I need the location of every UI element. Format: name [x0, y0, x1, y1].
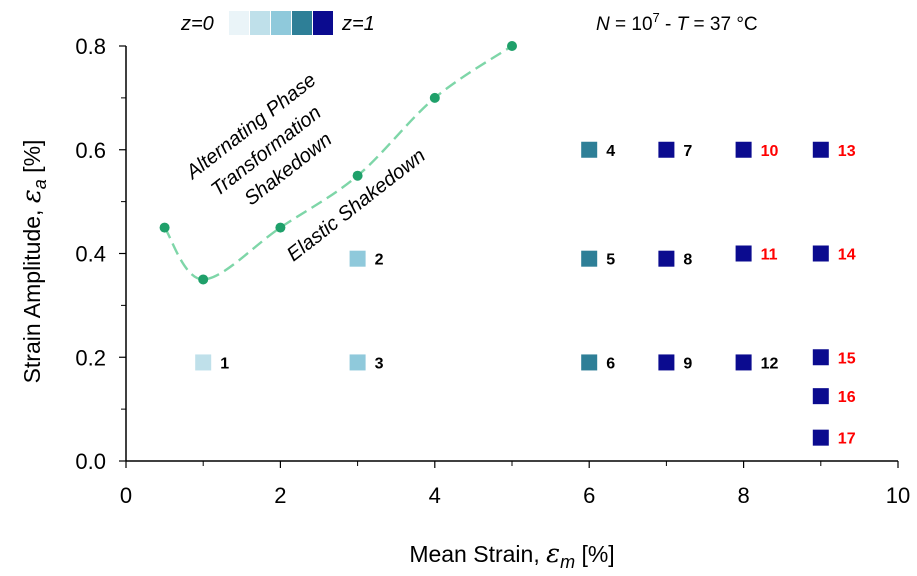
x-tick-label: 6 [583, 483, 595, 508]
data-point-label: 5 [606, 252, 615, 269]
data-point [195, 354, 212, 371]
data-point [658, 354, 675, 371]
y-tick-label: 0.8 [75, 34, 106, 59]
x-tick-label: 8 [737, 483, 749, 508]
data-point [812, 388, 829, 405]
data-point-label: 3 [375, 355, 384, 372]
x-tick-label: 4 [429, 483, 441, 508]
annotations: Alternating PhaseTransformationShakedown… [182, 69, 430, 266]
data-point-label: 17 [838, 431, 856, 448]
boundary-point [429, 92, 440, 103]
data-point [581, 250, 598, 267]
data-point [812, 349, 829, 366]
legend-swatch [250, 11, 270, 35]
data-point [735, 245, 752, 262]
y-tick-label: 0.6 [75, 138, 106, 163]
axes: 0 2 4 6 8 10 0.0 0.2 0.4 0.6 0.8 Mean Strain, εm [%… [17, 34, 910, 572]
y-axis-title: Strain Amplitude, εa [%] [17, 140, 50, 384]
boundary-curve [159, 41, 517, 285]
legend-swatch [313, 11, 333, 35]
data-point [812, 141, 829, 158]
data-point-label: 1 [220, 355, 229, 372]
legend-swatch [292, 11, 312, 35]
data-point-label: 10 [761, 143, 779, 160]
data-point [349, 250, 366, 267]
legend-swatch [229, 11, 249, 35]
x-tick-label: 2 [274, 483, 286, 508]
data-point-label: 9 [683, 355, 692, 372]
legend: z=0 z=1 N = 107 - T = 37 °C [180, 10, 758, 35]
data-point [812, 429, 829, 446]
data-point-label: 4 [606, 143, 615, 160]
y-tick-label: 0.2 [75, 345, 106, 370]
boundary-point [275, 222, 286, 233]
data-point [349, 354, 366, 371]
header-conditions: N = 107 - T = 37 °C [596, 10, 758, 35]
data-point-label: 16 [838, 389, 856, 406]
legend-swatch [271, 11, 291, 35]
data-point-label: 15 [838, 350, 856, 367]
data-point-label: 12 [761, 355, 779, 372]
y-tick-label: 0.4 [75, 242, 106, 267]
x-axis-title: Mean Strain, εm [%] [409, 539, 614, 572]
data-point-label: 11 [761, 247, 778, 264]
data-point [658, 250, 675, 267]
data-point [735, 141, 752, 158]
data-point-label: 14 [838, 247, 856, 264]
data-point [735, 354, 752, 371]
legend-label-end: z=1 [341, 13, 375, 35]
y-tick-label: 0.0 [75, 449, 106, 474]
data-point [812, 245, 829, 262]
boundary-point [159, 222, 170, 233]
data-point-label: 7 [683, 143, 692, 160]
data-point-label: 2 [375, 252, 384, 269]
boundary-point [198, 274, 209, 285]
data-point-label: 8 [683, 252, 692, 269]
boundary-point [352, 170, 363, 181]
x-tick-label: 0 [120, 483, 132, 508]
x-tick-label: 10 [886, 483, 910, 508]
data-point [658, 141, 675, 158]
data-point-label: 6 [606, 355, 615, 372]
data-point [581, 141, 598, 158]
legend-label-start: z=0 [180, 13, 214, 35]
boundary-point [507, 41, 517, 51]
data-point-label: 13 [838, 143, 856, 160]
data-point [581, 354, 598, 371]
